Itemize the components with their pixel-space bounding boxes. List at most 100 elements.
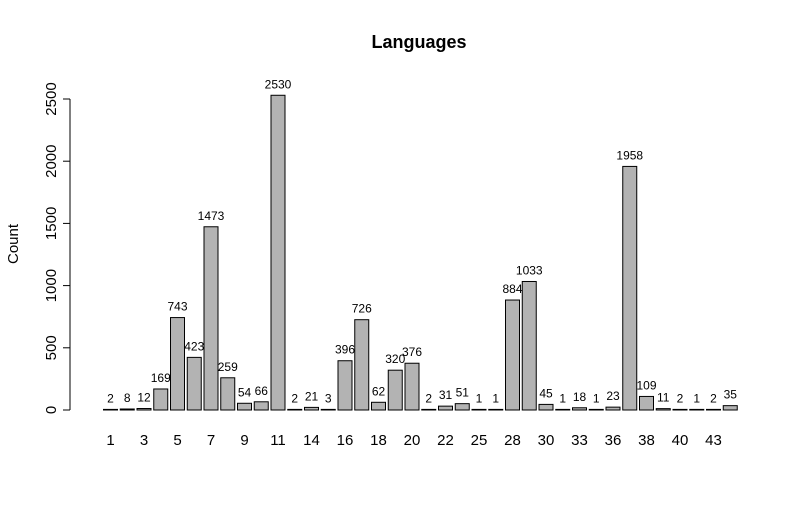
x-tick-label: 30	[538, 432, 555, 449]
x-tick-label: 43	[705, 432, 722, 449]
bar	[287, 408, 303, 411]
bars-group	[103, 94, 738, 411]
x-tick-label: 14	[303, 432, 320, 449]
x-tick-label: 22	[437, 432, 454, 449]
data-label: 376	[402, 345, 422, 359]
bar	[237, 402, 252, 411]
bar	[220, 377, 236, 411]
bar	[404, 362, 420, 411]
x-tick-label: 7	[207, 432, 215, 449]
bar	[588, 408, 604, 411]
bar	[471, 408, 487, 411]
bar	[672, 408, 688, 411]
y-tick-label: 2000	[43, 145, 60, 178]
data-label: 23	[606, 389, 620, 403]
data-label: 169	[151, 371, 171, 385]
bar	[186, 356, 202, 411]
data-label: 12	[137, 391, 151, 405]
bar	[454, 403, 470, 411]
y-tick-label: 500	[43, 335, 60, 360]
x-tick-label: 5	[173, 432, 181, 449]
x-tick-labels-group: 1 3 5 7 9 11 14 16 18 20 22 25 28 30 33 36 38 40 43	[106, 432, 722, 449]
x-tick-label: 36	[605, 432, 622, 449]
data-label: 726	[352, 302, 372, 316]
x-tick-label: 38	[638, 432, 655, 449]
bar	[538, 403, 554, 411]
y-axis: 0 500 1000 1500 2000 2500	[43, 82, 71, 414]
bar	[655, 408, 671, 411]
data-label: 8	[124, 391, 131, 405]
bar	[103, 408, 118, 411]
data-label: 2	[677, 391, 684, 405]
data-label: 1958	[616, 148, 643, 162]
data-label: 884	[502, 282, 522, 296]
data-label: 18	[573, 390, 587, 404]
data-label: 2530	[265, 77, 292, 91]
bar	[387, 369, 403, 411]
data-label: 1	[559, 391, 566, 405]
bar	[170, 317, 185, 411]
data-label: 259	[218, 360, 238, 374]
x-tick-label: 16	[337, 432, 354, 449]
data-label: 62	[372, 384, 386, 398]
data-label: 423	[184, 339, 204, 353]
data-label: 31	[439, 388, 453, 402]
bar	[203, 226, 219, 411]
data-label: 66	[255, 384, 269, 398]
data-label: 1	[593, 391, 600, 405]
bar	[722, 405, 738, 411]
bar	[689, 408, 705, 411]
data-label: 1	[476, 391, 483, 405]
bar	[421, 408, 437, 411]
y-tick-label: 1500	[43, 207, 60, 240]
data-label: 743	[167, 300, 187, 314]
x-tick-label: 18	[370, 432, 387, 449]
bar	[639, 395, 654, 411]
data-label: 3	[325, 391, 332, 405]
data-label: 2	[710, 391, 717, 405]
bar	[270, 94, 286, 411]
y-axis-label: Count	[5, 223, 22, 264]
data-label: 2	[291, 391, 298, 405]
data-label: 2	[425, 391, 432, 405]
y-tick-label: 1000	[43, 269, 60, 302]
bar	[605, 406, 621, 411]
data-label: 2	[107, 391, 114, 405]
bar	[136, 408, 152, 411]
data-label: 54	[238, 385, 252, 399]
bar	[153, 388, 169, 411]
x-tick-label: 9	[240, 432, 248, 449]
x-tick-label: 40	[672, 432, 689, 449]
y-tick-label: 0	[43, 406, 60, 414]
bar	[337, 360, 353, 411]
y-tick-label: 2500	[43, 82, 60, 115]
x-tick-label: 33	[571, 432, 588, 449]
x-tick-label: 20	[404, 432, 421, 449]
data-label: 109	[636, 378, 656, 392]
data-label: 11	[657, 391, 670, 405]
data-label: 51	[456, 386, 470, 400]
x-tick-label: 25	[471, 432, 488, 449]
bar	[622, 165, 638, 411]
bar	[555, 408, 571, 411]
data-label: 45	[539, 386, 553, 400]
data-label: 1473	[198, 209, 225, 223]
x-tick-label: 11	[270, 432, 286, 449]
bar	[438, 405, 453, 411]
chart-title: Languages	[371, 32, 466, 52]
bar	[320, 408, 336, 411]
data-label: 396	[335, 343, 355, 357]
bar	[253, 401, 269, 411]
bar	[304, 406, 319, 411]
x-tick-label: 28	[504, 432, 521, 449]
bar	[119, 408, 135, 411]
bar	[706, 408, 721, 411]
bar	[354, 319, 370, 411]
data-label: 1	[492, 391, 499, 405]
bar	[521, 280, 537, 411]
bar	[505, 299, 520, 411]
x-tick-label: 3	[140, 432, 148, 449]
data-label: 320	[385, 352, 405, 366]
